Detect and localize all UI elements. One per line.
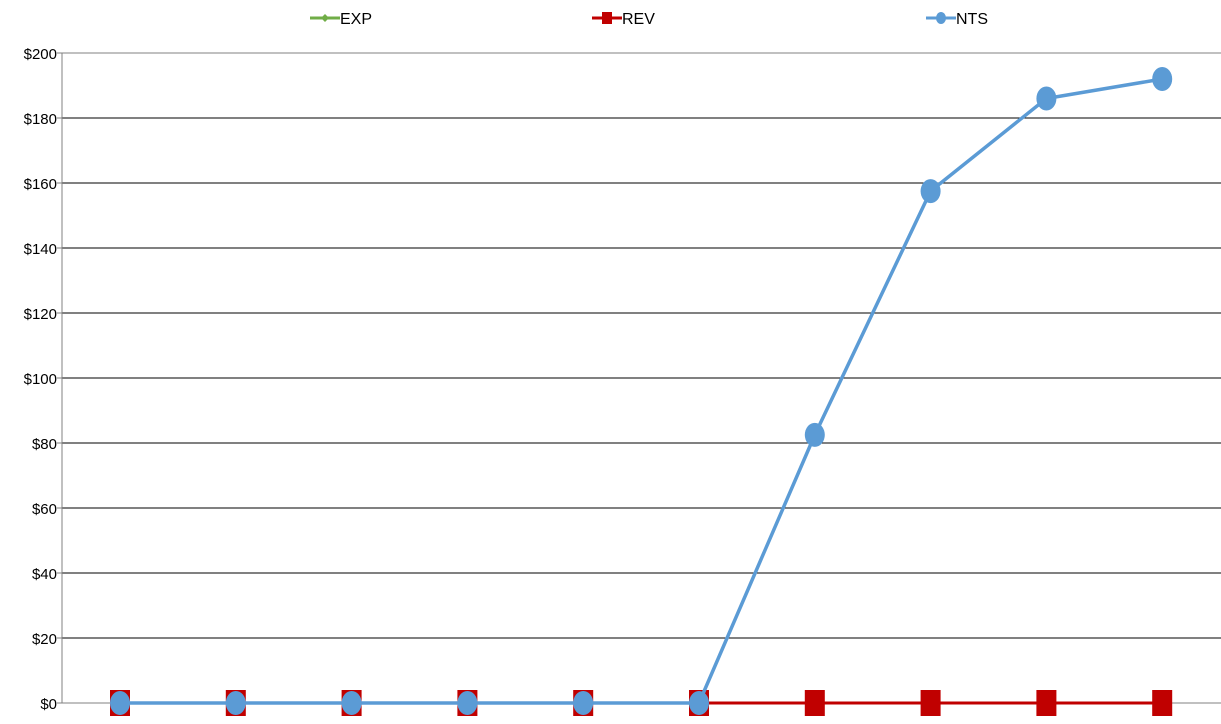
data-point-rev [920,690,941,716]
legend: EXP REV NTS [310,11,988,28]
legend-marker-nts [936,12,946,24]
axes: $0 $20 $40 $60 $80 $100 $120 $140 $160 $180 $200 [24,46,1221,713]
data-point-nts [1036,86,1057,111]
y-tick-label: $40 [32,566,57,583]
y-tick-label: $200 [24,46,57,63]
legend-label-rev: REV [622,11,655,28]
data-point-nts [573,691,594,715]
legend-marker-rev [602,12,612,24]
data-point-rev [804,690,825,716]
y-tick-label: $80 [32,436,57,453]
data-point-nts [1152,67,1173,91]
y-tick-label: $100 [24,371,57,388]
data-point-nts [804,422,825,447]
series-lines [110,67,1173,716]
y-tick-label: $120 [24,306,57,323]
y-tick-label: $160 [24,176,57,193]
y-tick-label: $20 [32,631,57,648]
gridlines [62,52,1221,639]
data-point-nts [225,691,246,715]
data-point-rev [1036,690,1057,716]
data-point-nts [689,691,709,715]
series-line-nts [120,77,1163,705]
y-tick-label: $0 [40,696,57,713]
legend-marker-exp [321,14,329,22]
legend-label-nts: NTS [956,11,988,28]
y-tick-label: $180 [24,111,57,128]
y-tick-label: $140 [24,241,57,258]
data-point-nts [457,691,478,715]
y-tick-label: $60 [32,501,57,518]
data-point-nts [341,691,362,715]
data-point-nts [920,179,941,204]
data-point-rev [1152,690,1173,716]
data-point-nts [110,691,130,715]
legend-label-exp: EXP [340,11,372,28]
